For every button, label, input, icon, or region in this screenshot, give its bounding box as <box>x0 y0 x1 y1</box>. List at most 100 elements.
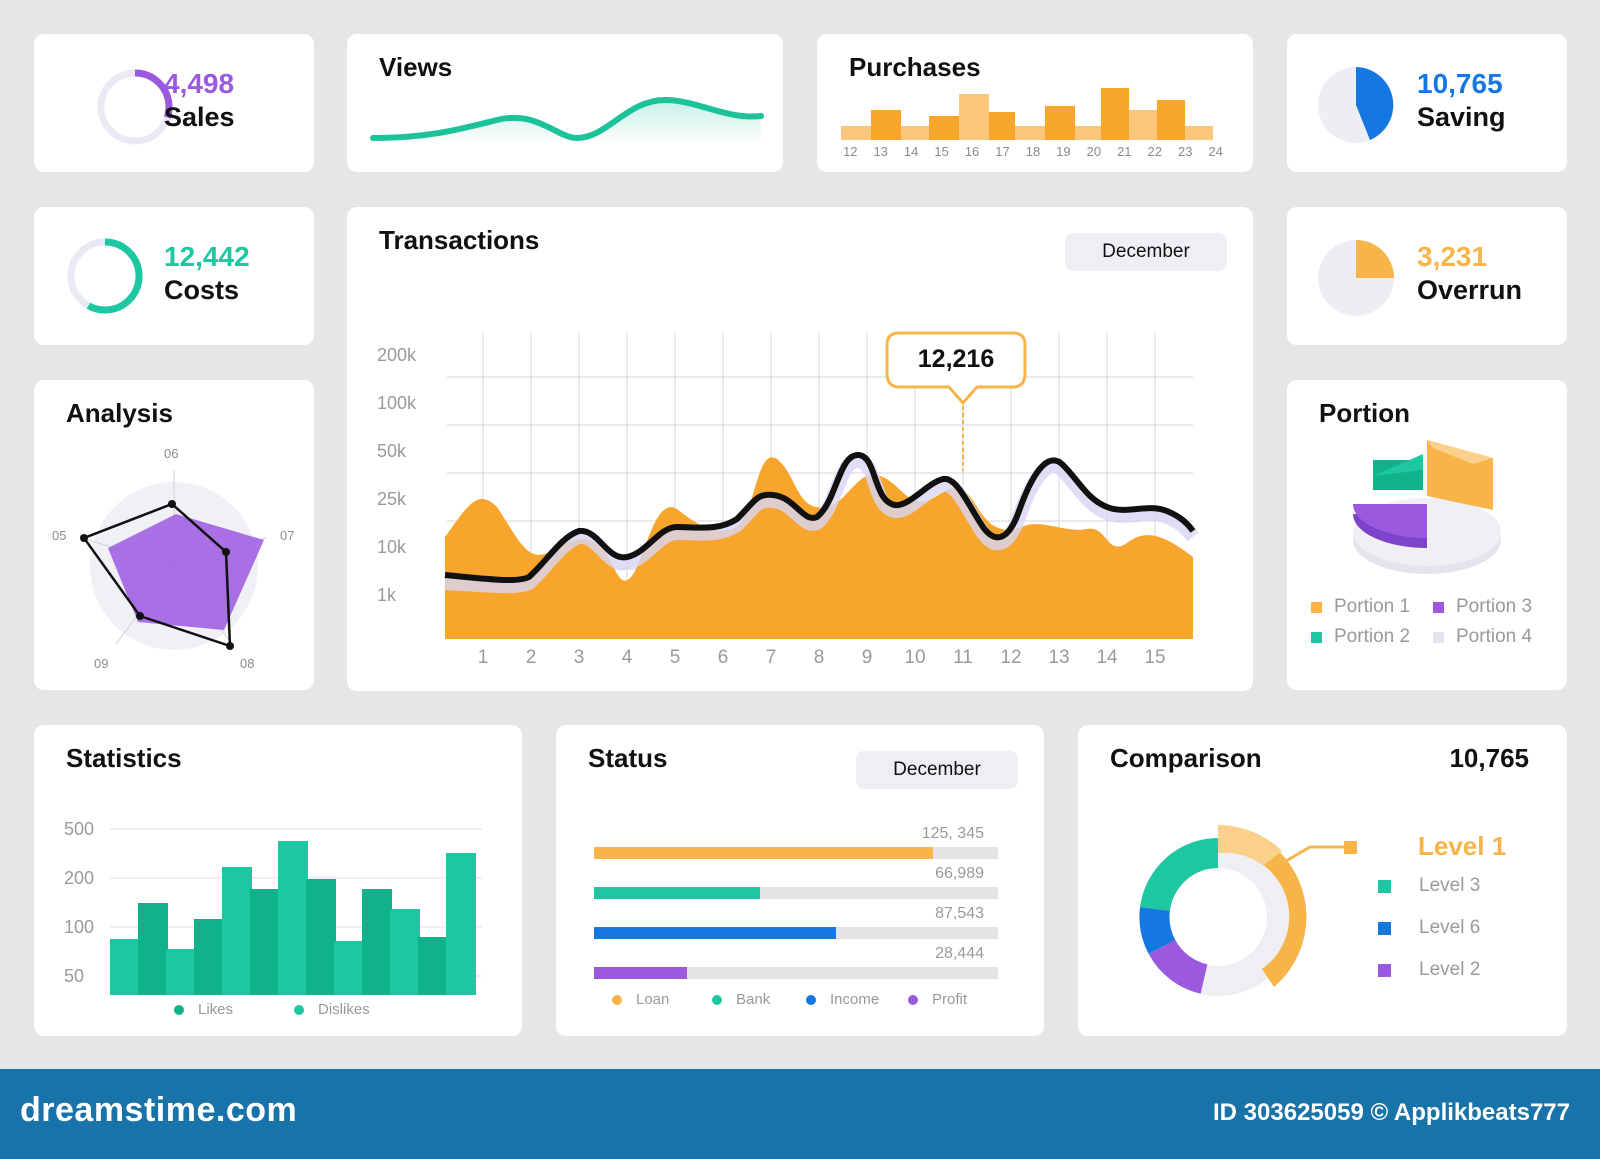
legend-label: Loan <box>636 991 670 1008</box>
legend-dot <box>806 994 816 1005</box>
legend-swatch <box>1433 601 1444 613</box>
costs-label: Costs <box>164 275 240 305</box>
saving-card: 10,765 Saving <box>1287 34 1567 172</box>
y-tick: 50k <box>377 441 407 461</box>
x-tick: 9 <box>861 647 873 668</box>
day-tick: 13 <box>873 144 888 159</box>
views-title: Views <box>379 52 453 82</box>
y-tick: 10k <box>377 537 407 557</box>
status-bar-value: 125, 345 <box>921 825 984 842</box>
x-tick: 13 <box>1048 647 1070 668</box>
status-legend-item: Income <box>806 991 879 1008</box>
overrun-pie <box>1318 240 1394 316</box>
radar-axis-label: 07 <box>280 528 295 543</box>
x-tick: 3 <box>573 647 585 668</box>
x-tick: 4 <box>621 647 633 668</box>
portion-legend-item: Portion 2 <box>1311 626 1410 648</box>
purchases-bars <box>841 88 1213 140</box>
legend-label: Portion 2 <box>1334 626 1411 647</box>
legend-swatch <box>1378 921 1391 935</box>
analysis-radar <box>80 470 267 650</box>
comparison-level-1: Level 1 <box>1418 831 1507 861</box>
portion-legend-item: Portion 4 <box>1433 626 1532 648</box>
comparison-legend-item: Level 2 <box>1378 959 1480 981</box>
day-tick: 20 <box>1086 144 1102 159</box>
x-tick: 10 <box>904 647 926 668</box>
legend-label: Portion 3 <box>1456 596 1533 617</box>
legend-label: Profit <box>932 991 968 1008</box>
x-tick: 7 <box>765 647 777 668</box>
image-id-credit: ID 303625059 © Applikbeats777 <box>1213 1099 1570 1126</box>
legend-label: Level 3 <box>1419 875 1481 896</box>
x-tick: 5 <box>669 647 681 668</box>
transactions-x-axis: 1 2 3 4 5 6 7 8 9 10 11 12 13 14 15 <box>459 647 1179 669</box>
day-tick: 16 <box>964 144 980 159</box>
day-tick: 18 <box>1025 144 1041 159</box>
x-tick: 8 <box>813 647 825 668</box>
status-title: Status <box>588 743 668 773</box>
statistics-bars <box>110 828 482 995</box>
comparison-value: 10,765 <box>1449 743 1529 773</box>
status-card: Status December 125, 345 66,989 87,543 2… <box>556 725 1044 1036</box>
statistics-y-axis: 500 200 100 50 <box>64 819 94 1015</box>
status-legend-item: Profit <box>908 991 967 1008</box>
legend-label: Dislikes <box>318 1001 370 1018</box>
status-legend-item: Bank <box>712 991 770 1008</box>
day-tick: 17 <box>995 144 1010 159</box>
legend-swatch <box>1378 963 1391 977</box>
costs-value: 12,442 <box>164 241 250 272</box>
status-bar-row: 66,989 <box>594 865 998 905</box>
x-tick: 1 <box>477 647 489 668</box>
x-tick: 2 <box>525 647 537 668</box>
overrun-label: Overrun <box>1417 275 1523 305</box>
sales-ring <box>97 69 173 145</box>
status-bar-row: 28,444 <box>594 945 998 985</box>
legend-label: Level 6 <box>1419 917 1481 938</box>
legend-label: Level 2 <box>1419 959 1481 980</box>
transactions-month-select[interactable]: December <box>1065 233 1227 271</box>
y-tick: 200k <box>377 345 417 365</box>
transactions-card: Transactions December <box>347 207 1253 691</box>
status-bar-value: 87,543 <box>935 905 984 922</box>
legend-label: Bank <box>736 991 771 1008</box>
status-bar-fill <box>594 847 934 859</box>
status-legend-item: Loan <box>612 991 669 1008</box>
analysis-card: Analysis 06 07 08 09 05 <box>34 380 314 690</box>
legend-label: Portion 1 <box>1334 596 1411 617</box>
radar-axis-label: 05 <box>52 528 67 543</box>
overrun-card: 3,231 Overrun <box>1287 207 1567 345</box>
day-tick: 21 <box>1117 144 1132 159</box>
sales-value: 4,498 <box>164 68 235 99</box>
brand-logo: dreamstime.com <box>20 1091 298 1129</box>
status-bar-row: 87,543 <box>594 905 998 945</box>
y-tick: 25k <box>377 489 407 509</box>
legend-dot <box>174 1004 184 1015</box>
status-bar-value: 66,989 <box>935 865 984 882</box>
legend-dot <box>908 994 918 1005</box>
status-bar-value: 28,444 <box>935 945 984 962</box>
legend-label: Likes <box>198 1001 234 1018</box>
y-tick: 1k <box>377 585 397 605</box>
status-month-select[interactable]: December <box>856 751 1018 789</box>
statistics-legend-item: Likes <box>174 1001 233 1018</box>
comparison-title: Comparison <box>1110 743 1262 773</box>
portion-card: Portion Portion 1 Portion 3 Portion 2 Po… <box>1287 380 1567 690</box>
status-bar-fill <box>594 887 760 899</box>
y-tick: 200 <box>64 868 95 888</box>
comparison-donut <box>1139 825 1357 996</box>
radar-axis-label: 08 <box>240 656 255 671</box>
comparison-legend-item: Level 6 <box>1378 917 1480 939</box>
costs-ring <box>67 238 143 314</box>
x-tick: 15 <box>1144 647 1166 668</box>
status-bar-track <box>594 847 998 859</box>
legend-swatch <box>1311 601 1322 613</box>
overrun-value: 3,231 <box>1417 241 1488 272</box>
y-tick: 500 <box>64 819 95 839</box>
statistics-card: Statistics 500 200 100 50 Likes Dislikes <box>34 725 522 1036</box>
purchases-card: Purchases 12 13 14 15 16 17 18 19 20 21 … <box>817 34 1253 172</box>
day-tick: 14 <box>903 144 919 159</box>
comparison-card: Comparison 10,765 Level 1 Level 3 Level … <box>1078 725 1567 1036</box>
legend-swatch <box>1433 631 1444 643</box>
legend-dot <box>612 994 622 1005</box>
x-tick: 14 <box>1096 647 1118 668</box>
